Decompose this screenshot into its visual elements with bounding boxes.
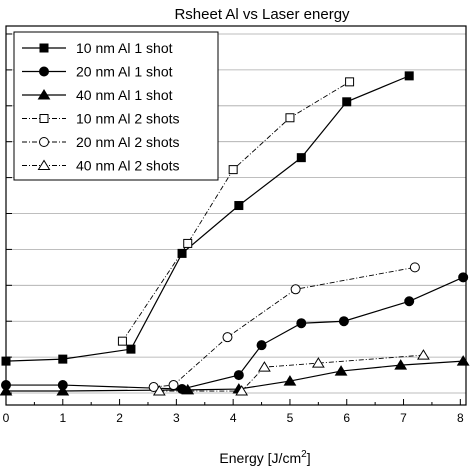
series-3-point-5 — [334, 365, 348, 376]
series-3-point-2 — [181, 383, 195, 395]
series-3-point-1 — [56, 385, 70, 396]
legend-item-4: 10 nm Al 2 shots — [22, 111, 180, 127]
series-layer — [0, 71, 470, 396]
x-tick-label-7: 7 — [400, 411, 407, 425]
series-5-point-4 — [409, 262, 420, 273]
legend-marker-1 — [39, 43, 49, 53]
series-6-line — [159, 354, 424, 392]
legend-item-3: 40 nm Al 1 shot — [22, 87, 173, 103]
series-5-point-2 — [222, 332, 233, 343]
series-1-point-7 — [404, 71, 414, 81]
legend-box — [13, 31, 219, 181]
series-2-point-4 — [256, 340, 267, 351]
legend-item-5: 20 nm Al 2 shots — [22, 134, 180, 150]
x-tick-label-2: 2 — [116, 411, 123, 425]
series-4-point-4 — [345, 77, 355, 87]
legend-label-1: 10 nm Al 1 shot — [76, 40, 173, 56]
legend-marker-4 — [39, 114, 49, 123]
series-5 — [148, 262, 420, 393]
x-tick-label-4: 4 — [230, 411, 237, 425]
legend-label-4: 10 nm Al 2 shots — [76, 111, 180, 127]
legend-label-6: 40 nm Al 2 shots — [76, 158, 180, 174]
x-axis-label: Energy [J/cm2] — [219, 449, 310, 466]
series-2-point-7 — [404, 296, 415, 307]
legend: 10 nm Al 1 shot 20 nm Al 1 shot 40 nm Al 1… — [13, 31, 219, 181]
x-tick-label-3: 3 — [173, 411, 180, 425]
legend-item-2: 20 nm Al 1 shot — [22, 64, 173, 80]
series-2-point-3 — [233, 370, 244, 381]
series-6 — [152, 349, 430, 396]
x-tick-label-5: 5 — [287, 411, 294, 425]
axes: 0 1 2 3 4 5 6 7 8 — [3, 33, 464, 425]
series-1-point-3 — [177, 248, 187, 258]
series-1-point-2 — [126, 344, 136, 354]
series-2-point-6 — [338, 316, 349, 327]
series-1-line — [5, 75, 410, 362]
legend-marker-2 — [39, 66, 49, 77]
legend-marker-3 — [37, 89, 51, 100]
series-4-point-3 — [285, 113, 295, 123]
series-2-line — [6, 276, 464, 390]
legend-item-1: 10 nm Al 1 shot — [22, 40, 173, 56]
series-3-line — [6, 360, 464, 392]
legend-label-5: 20 nm Al 2 shots — [76, 134, 180, 150]
plot-frame — [5, 25, 467, 406]
x-tick-label-0: 0 — [3, 411, 10, 425]
legend-item-6: 40 nm Al 2 shots — [22, 158, 180, 174]
series-4-point-0 — [117, 336, 127, 346]
series-6-point-3 — [311, 357, 325, 368]
series-5-point-3 — [290, 284, 301, 295]
x-tick-label-6: 6 — [343, 411, 350, 425]
legend-label-3: 40 nm Al 1 shot — [76, 87, 173, 103]
x-tick-label-8: 8 — [457, 411, 464, 425]
series-1-point-4 — [234, 201, 244, 211]
series-6-point-0 — [152, 385, 166, 396]
x-axis-label-main: Energy [J/cm — [219, 450, 301, 466]
legend-marker-5 — [39, 137, 49, 147]
legend-label-2: 20 nm Al 1 shot — [76, 64, 173, 80]
x-tick-label-1: 1 — [59, 411, 66, 425]
series-6-point-1 — [235, 385, 249, 396]
series-5-point-1 — [168, 380, 179, 391]
chart-title: Rsheet Al vs Laser energy — [174, 6, 350, 23]
series-4 — [117, 77, 355, 346]
series-1-point-1 — [58, 354, 68, 364]
series-4-point-1 — [183, 238, 193, 248]
series-2 — [1, 272, 469, 395]
series-3-point-4 — [283, 375, 297, 386]
series-2-point-5 — [296, 318, 307, 329]
x-axis-label-superscript: 2 — [301, 449, 307, 460]
legend-marker-6 — [37, 159, 51, 170]
series-4-point-2 — [228, 165, 238, 175]
x-axis-label-suffix: ] — [307, 450, 311, 466]
series-6-point-2 — [258, 361, 271, 372]
series-6-point-4 — [417, 349, 430, 360]
series-3-point-6 — [394, 359, 408, 370]
series-1-point-5 — [296, 153, 306, 163]
series-1-point-6 — [342, 97, 352, 107]
